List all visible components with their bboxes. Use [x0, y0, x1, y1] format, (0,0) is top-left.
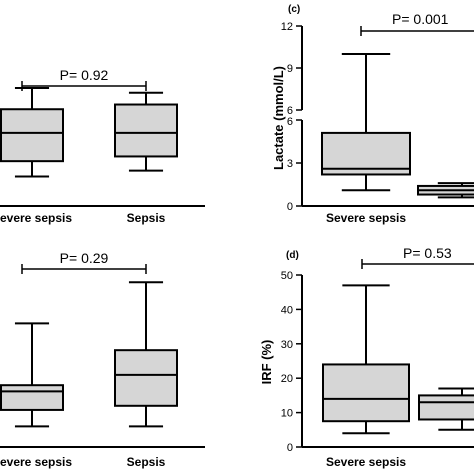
- category-label: Severe sepsis: [326, 211, 406, 225]
- p-value-label: P= 0.001: [392, 11, 449, 27]
- chart-lactate: (c) Lactate (mmol/L) 12 9 6 6 3 0 P= 0.0…: [271, 4, 474, 225]
- category-label: Severe sepsis: [0, 455, 72, 469]
- panel-label: (c): [288, 4, 300, 15]
- box-plots: [0, 87, 178, 178]
- category-label: Severe sepsis: [326, 455, 406, 469]
- box-sepsis: [418, 387, 474, 431]
- y-axis-label: Lactate (mmol/L): [271, 66, 286, 170]
- y-tick-label: 6: [287, 105, 293, 117]
- panel-label: (d): [286, 250, 299, 261]
- y-tick-label: 30: [281, 339, 293, 351]
- box-severe-sepsis: [0, 322, 64, 428]
- comparison-bracket: [21, 81, 147, 91]
- box-severe-sepsis: [321, 53, 411, 192]
- box-sepsis: [114, 91, 178, 172]
- y-tick-label: 10: [281, 408, 293, 420]
- box-iqr: [418, 394, 474, 421]
- y-tick-label: 0: [287, 201, 293, 213]
- y-axis-label: IRF (%): [259, 340, 274, 385]
- y-tick-label: 50: [281, 270, 293, 282]
- chart-top-left: P= 0.92 Severe sepsis Sepsis: [0, 67, 205, 225]
- y-tick-label: 9: [287, 63, 293, 75]
- box-plots: [0, 281, 178, 428]
- p-value-label: P= 0.29: [60, 250, 109, 266]
- y-tick-label: 12: [281, 21, 293, 33]
- comparison-bracket: [361, 259, 474, 269]
- category-label: Severe sepsis: [0, 211, 72, 225]
- category-label: Sepsis: [127, 455, 166, 469]
- category-label: Sepsis: [127, 211, 166, 225]
- box-severe-sepsis: [0, 87, 64, 178]
- y-tick-label: 40: [281, 304, 293, 316]
- box-plots: [321, 53, 474, 199]
- box-sepsis: [114, 281, 178, 428]
- box-iqr: [0, 108, 64, 163]
- box-sepsis: [417, 182, 474, 199]
- box-severe-sepsis: [322, 284, 410, 435]
- box-plots: [322, 284, 474, 435]
- y-tick-label: 20: [281, 373, 293, 385]
- chart-bottom-left: P= 0.29 Severe sepsis Sepsis: [0, 250, 205, 469]
- box-iqr: [114, 103, 178, 158]
- chart-irf: (d) IRF (%) 0 10 20 30 40 50 P= 0.53 Severe s…: [259, 245, 474, 469]
- p-value-label: P= 0.53: [403, 245, 452, 261]
- box-iqr: [321, 131, 411, 176]
- y-ticks: 0 10 20 30 40 50: [281, 270, 302, 454]
- y-tick-label: 0: [287, 442, 293, 454]
- p-value-label: P= 0.92: [60, 67, 109, 83]
- y-tick-label: 6: [287, 116, 293, 128]
- comparison-bracket: [21, 264, 147, 274]
- box-iqr: [322, 363, 410, 423]
- y-tick-label: 3: [287, 158, 293, 170]
- box-iqr: [0, 384, 64, 411]
- box-iqr: [114, 349, 178, 407]
- comparison-bracket: [360, 26, 474, 36]
